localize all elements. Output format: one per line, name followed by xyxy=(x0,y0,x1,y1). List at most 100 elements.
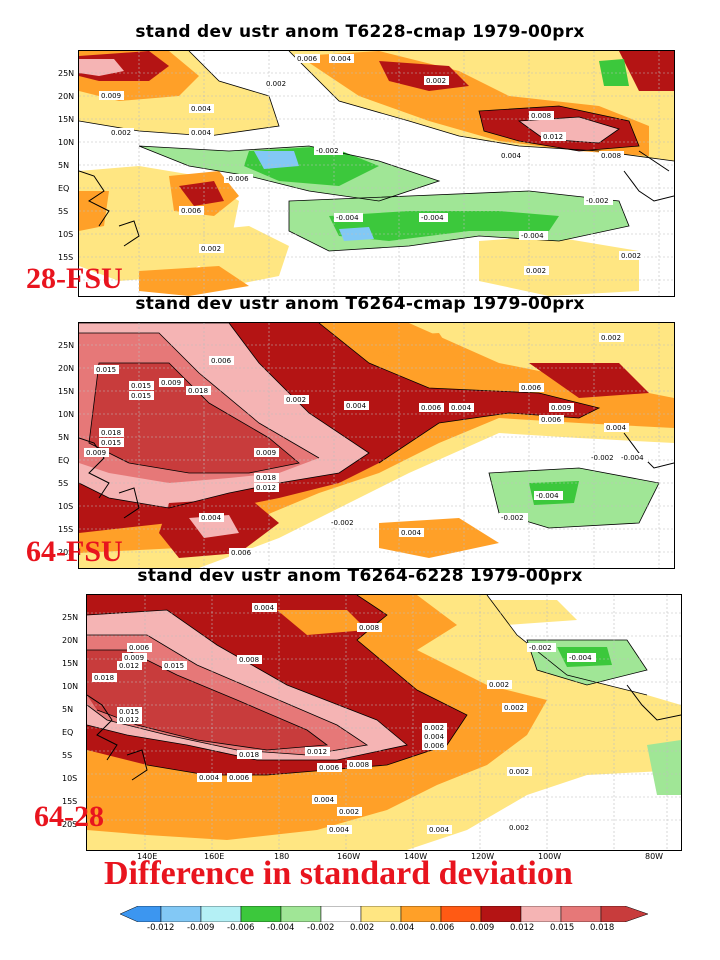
contour-label: 0.004 xyxy=(254,604,275,612)
panel2-lat-labels: 25N 20N 15N 10N 5N EQ 5S 10S 15S 20S xyxy=(58,341,75,557)
contour-label: 0.008 xyxy=(349,761,369,769)
contour-label: 0.006 xyxy=(424,742,445,750)
contour-label: -0.004 xyxy=(336,214,359,222)
contour-label: 0.009 xyxy=(161,379,181,387)
panel3-map: 0.004 0.008 0.006 0.009 0.012 0.015 0.00… xyxy=(86,594,682,851)
contour-label: 0.015 xyxy=(131,392,151,400)
contour-label: 0.012 xyxy=(307,748,327,756)
lon-tick: 180 xyxy=(274,852,290,861)
contour-label: 0.009 xyxy=(124,654,144,662)
panel1-lat-labels: 25N 20N 15N 10N 5N EQ 5S 10S 15S xyxy=(58,69,75,262)
contour-label: 0.006 xyxy=(297,55,318,63)
contour-label: 0.002 xyxy=(111,129,131,137)
contour-label: 0.002 xyxy=(339,808,359,816)
panel3-lat-labels: 25N 20N 15N 10N 5N EQ 5S 10S 15S 20S xyxy=(62,613,79,829)
panel3-lon-labels: 140E 160E 180 160W 140W 120W 100W 80W xyxy=(0,852,720,864)
contour-label: 0.012 xyxy=(119,662,139,670)
panel3-grid xyxy=(87,595,681,850)
contour-label: 0.002 xyxy=(504,704,524,712)
contour-label: -0.004 xyxy=(521,232,544,240)
contour-label: -0.006 xyxy=(226,175,249,183)
contour-label: 0.004 xyxy=(199,774,220,782)
lon-tick: 140W xyxy=(404,852,428,861)
contour-label: 0.015 xyxy=(96,366,116,374)
contour-label: 0.006 xyxy=(211,357,232,365)
contour-label: 0.009 xyxy=(101,92,121,100)
contour-label: 0.009 xyxy=(551,404,571,412)
lon-tick: 80W xyxy=(645,852,664,861)
panel3-coastline xyxy=(87,684,681,781)
lon-tick: 140E xyxy=(137,852,158,861)
contour-label: 0.018 xyxy=(239,751,259,759)
contour-label: 0.004 xyxy=(424,733,445,741)
contour-label: 0.006 xyxy=(521,384,542,392)
panel3-label: 64-28 xyxy=(34,800,104,833)
contour-label: -0.002 xyxy=(529,644,552,652)
contour-label: 0.018 xyxy=(188,387,208,395)
contour-label: 0.004 xyxy=(451,404,472,412)
contour-label: -0.004 xyxy=(536,492,559,500)
contour-label: 0.002 xyxy=(426,77,446,85)
contour-label: 0.004 xyxy=(201,514,222,522)
panel2-map: 0.015 0.015 0.015 0.009 0.018 0.006 0.01… xyxy=(78,322,675,569)
panel2-grid xyxy=(79,323,674,568)
panel1-label: 28-FSU xyxy=(26,262,123,295)
contour-label: 0.006 xyxy=(231,549,252,557)
colorbar-swatches xyxy=(119,905,649,923)
contour-label: 0.006 xyxy=(421,404,442,412)
panel1-coastline xyxy=(79,150,674,247)
lon-tick: 100W xyxy=(538,852,562,861)
panel3-contour-field: 0.004 0.008 0.006 0.009 0.012 0.015 0.00… xyxy=(87,595,681,850)
contour-label: -0.004 xyxy=(421,214,444,222)
contour-label: -0.004 xyxy=(569,654,592,662)
panel1-grid xyxy=(79,51,674,296)
colorbar-tick: 0.004 xyxy=(390,923,415,933)
colorbar-tick: -0.002 xyxy=(307,923,335,933)
contour-label: 0.004 xyxy=(331,55,352,63)
panel3-title: stand dev ustr anom T6264-6228 1979-00pr… xyxy=(137,566,583,586)
contour-label: 0.009 xyxy=(86,449,106,457)
contour-label: 0.009 xyxy=(256,449,276,457)
contour-label: 0.012 xyxy=(119,716,139,724)
panel3-contour-labels: 0.004 0.008 0.006 0.009 0.012 0.015 0.00… xyxy=(92,603,596,834)
contour-label: 0.004 xyxy=(401,529,422,537)
contour-label: 0.004 xyxy=(191,129,212,137)
contour-label: 0.004 xyxy=(314,796,335,804)
contour-label: 0.004 xyxy=(429,826,450,834)
lon-tick: 160W xyxy=(337,852,361,861)
contour-label: 0.015 xyxy=(101,439,121,447)
lon-tick: 160E xyxy=(204,852,225,861)
contour-label: 0.002 xyxy=(489,681,509,689)
contour-label: 0.008 xyxy=(601,152,621,160)
panel1-title: stand dev ustr anom T6228-cmap 1979-00pr… xyxy=(135,22,585,42)
colorbar-tick: -0.009 xyxy=(187,923,215,933)
panel1-contour-labels: 0.006 0.004 0.002 0.009 0.004 0.002 0.00… xyxy=(99,54,644,275)
contour-label: 0.002 xyxy=(509,824,529,832)
contour-label: 0.018 xyxy=(256,474,276,482)
contour-label: -0.002 xyxy=(316,147,339,155)
colorbar-tick: -0.006 xyxy=(227,923,255,933)
panel1-contour-field: 0.006 0.004 0.002 0.009 0.004 0.002 0.00… xyxy=(79,51,674,296)
colorbar-tick: -0.004 xyxy=(267,923,295,933)
colorbar-tick: 0.012 xyxy=(510,923,535,933)
colorbar-tick: 0.006 xyxy=(430,923,455,933)
contour-label: 0.002 xyxy=(509,768,529,776)
contour-label: 0.004 xyxy=(501,152,522,160)
contour-label: 0.002 xyxy=(286,396,306,404)
colorbar-ticks: -0.012 -0.009 -0.006 -0.004 -0.002 0.002… xyxy=(0,923,720,937)
colorbar-tick: -0.012 xyxy=(147,923,175,933)
contour-label: 0.002 xyxy=(424,724,444,732)
contour-label: 0.004 xyxy=(329,826,350,834)
contour-label: 0.008 xyxy=(531,112,551,120)
contour-label: 0.015 xyxy=(164,662,184,670)
panel2-label: 64-FSU xyxy=(26,535,123,568)
contour-label: 0.008 xyxy=(239,656,259,664)
contour-label: 0.006 xyxy=(181,207,202,215)
panel2-contour-labels: 0.015 0.015 0.015 0.009 0.018 0.006 0.01… xyxy=(84,333,648,557)
contour-label: 0.006 xyxy=(129,644,150,652)
contour-label: 0.002 xyxy=(601,334,621,342)
contour-label: 0.006 xyxy=(541,416,562,424)
contour-label: 0.006 xyxy=(229,774,250,782)
contour-label: 0.004 xyxy=(606,424,627,432)
contour-label: 0.002 xyxy=(201,245,221,253)
